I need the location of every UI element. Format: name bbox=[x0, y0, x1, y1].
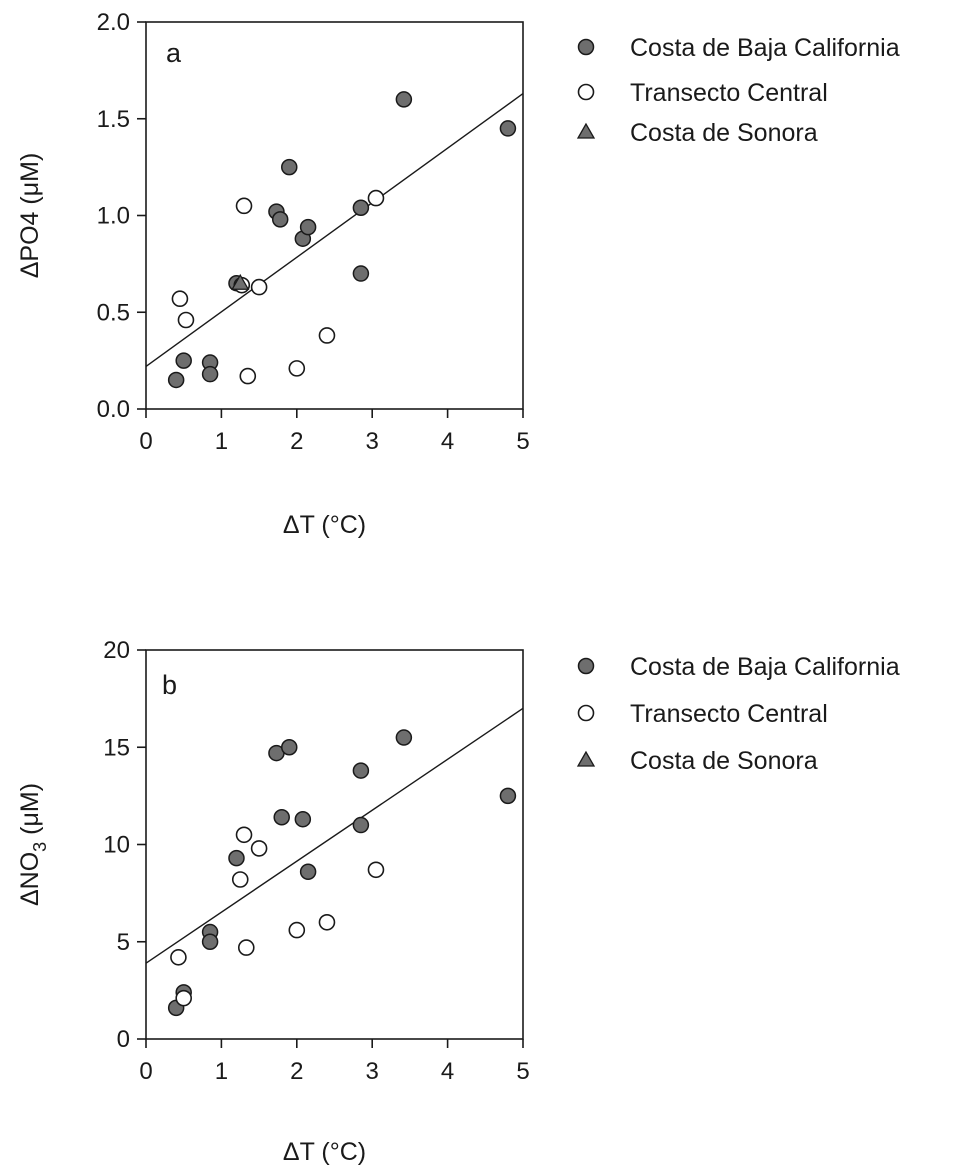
x-tick-label: 0 bbox=[139, 428, 152, 455]
data-point bbox=[299, 218, 317, 236]
x-tick-label: 0 bbox=[139, 1058, 152, 1085]
y-axis-label: ΔPO4 (μM) bbox=[16, 153, 44, 279]
data-point bbox=[499, 120, 517, 137]
x-tick-label: 5 bbox=[516, 428, 529, 455]
legend-label: Costa de Sonora bbox=[630, 119, 818, 147]
x-tick-label: 4 bbox=[441, 1058, 454, 1085]
y-tick-label: 5 bbox=[117, 929, 130, 956]
y-tick-label: 0.0 bbox=[97, 396, 130, 423]
legend-marker bbox=[577, 38, 595, 56]
y-tick-label: 20 bbox=[103, 637, 130, 664]
plot-frame bbox=[145, 21, 524, 410]
data-point bbox=[201, 933, 219, 950]
series-triangle bbox=[231, 273, 250, 290]
data-point bbox=[281, 158, 298, 176]
legend: Costa de Baja California Transecto Centra… bbox=[576, 653, 900, 775]
data-point bbox=[171, 290, 189, 308]
chart-panel-b: 0 1 2 3 4 5 0 5 10 15 20 ΔT (°C) ΔNO3 (μM) b Costa de … bbox=[16, 637, 900, 1166]
data-point bbox=[235, 826, 253, 844]
x-tick-label: 2 bbox=[290, 428, 303, 455]
data-point bbox=[175, 352, 192, 369]
y-tick-label: 1.5 bbox=[97, 106, 130, 133]
data-point bbox=[271, 211, 289, 228]
y-tick-label: 2.0 bbox=[97, 9, 130, 36]
data-point bbox=[237, 939, 255, 956]
x-axis-label: ΔT (°C) bbox=[283, 1138, 366, 1166]
data-point bbox=[352, 199, 370, 217]
series-filled-circle bbox=[167, 729, 517, 1017]
legend-label: Costa de Baja California bbox=[630, 34, 900, 62]
x-tick-label: 1 bbox=[215, 1058, 228, 1085]
data-point bbox=[352, 265, 370, 282]
legend-label: Costa de Baja California bbox=[630, 653, 900, 681]
legend-marker bbox=[576, 750, 596, 767]
y-tick-label: 0.5 bbox=[97, 299, 130, 326]
regression-line bbox=[145, 93, 524, 367]
panel-letter: a bbox=[166, 38, 182, 68]
data-point bbox=[167, 371, 185, 389]
data-point bbox=[367, 189, 385, 207]
data-point bbox=[288, 921, 306, 939]
legend-marker bbox=[577, 83, 595, 101]
regression-line bbox=[145, 707, 524, 964]
legend-label: Costa de Sonora bbox=[630, 747, 818, 775]
data-point bbox=[235, 197, 253, 215]
y-axis-label: ΔNO3 (μM) bbox=[16, 783, 50, 906]
y-tick-label: 15 bbox=[103, 734, 130, 761]
data-point bbox=[250, 840, 268, 857]
data-point bbox=[352, 762, 370, 779]
y-tick-label: 0 bbox=[117, 1026, 130, 1053]
data-point bbox=[175, 989, 192, 1007]
panel-letter: b bbox=[162, 670, 177, 700]
x-tick-label: 3 bbox=[366, 428, 379, 455]
data-point bbox=[395, 91, 413, 108]
data-point bbox=[352, 816, 370, 834]
legend: Costa de Baja California Transecto Centra… bbox=[576, 34, 900, 147]
data-point bbox=[170, 949, 187, 966]
data-point bbox=[294, 810, 312, 828]
data-point bbox=[239, 367, 257, 385]
legend-label: Transecto Central bbox=[630, 79, 828, 107]
y-tick-label: 10 bbox=[103, 832, 130, 859]
data-point bbox=[318, 327, 336, 344]
legend-marker bbox=[577, 657, 595, 675]
data-point bbox=[367, 861, 385, 879]
data-point bbox=[177, 311, 195, 329]
data-point bbox=[299, 863, 317, 880]
legend-label: Transecto Central bbox=[630, 700, 828, 728]
data-point bbox=[281, 739, 298, 756]
data-point bbox=[499, 787, 517, 805]
data-point bbox=[228, 849, 245, 867]
data-point bbox=[250, 278, 268, 296]
x-tick-label: 1 bbox=[215, 428, 228, 455]
plot-frame bbox=[145, 649, 524, 1040]
x-tick-label: 4 bbox=[441, 428, 454, 455]
data-point bbox=[231, 871, 249, 888]
data-point bbox=[231, 273, 250, 290]
chart-panel-a: 0 1 2 3 4 5 0.0 0.5 1.0 1.5 2.0 ΔT (°C) ΔPO4 (μM) a Co… bbox=[16, 9, 900, 539]
y-tick-label: 1.0 bbox=[97, 203, 130, 230]
x-tick-label: 2 bbox=[290, 1058, 303, 1085]
data-point bbox=[201, 365, 219, 383]
legend-marker bbox=[577, 704, 595, 722]
data-point bbox=[318, 913, 336, 931]
data-point bbox=[288, 360, 306, 377]
x-tick-label: 3 bbox=[366, 1058, 379, 1085]
series-open-circle bbox=[170, 826, 385, 1007]
data-point bbox=[395, 729, 413, 746]
x-tick-label: 5 bbox=[516, 1058, 529, 1085]
data-point bbox=[273, 809, 290, 826]
x-axis-label: ΔT (°C) bbox=[283, 511, 366, 539]
legend-marker bbox=[576, 122, 596, 139]
